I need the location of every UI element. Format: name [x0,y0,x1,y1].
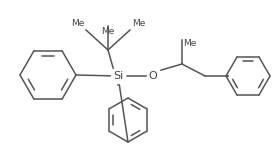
Text: Me: Me [71,19,84,28]
Text: Me: Me [101,27,115,36]
Text: Me: Me [183,39,196,48]
Text: Me: Me [132,19,145,28]
Text: Si: Si [113,71,123,81]
Text: O: O [148,71,157,81]
